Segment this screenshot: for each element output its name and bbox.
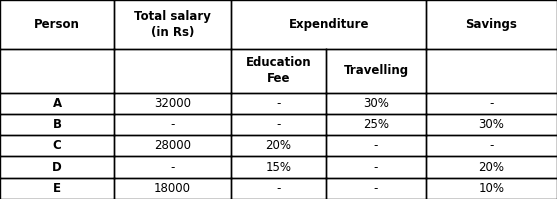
Text: Total salary
(in Rs): Total salary (in Rs) <box>134 10 211 39</box>
Text: 30%: 30% <box>478 118 505 131</box>
Text: C: C <box>53 139 61 152</box>
Text: E: E <box>53 182 61 195</box>
Text: -: - <box>374 139 378 152</box>
Text: Savings: Savings <box>466 18 517 31</box>
Text: A: A <box>52 97 62 110</box>
Text: -: - <box>276 97 281 110</box>
Text: -: - <box>170 118 175 131</box>
Text: 32000: 32000 <box>154 97 191 110</box>
Text: Education
Fee: Education Fee <box>246 56 311 85</box>
Text: 28000: 28000 <box>154 139 191 152</box>
Text: 20%: 20% <box>478 161 505 174</box>
Text: -: - <box>374 182 378 195</box>
Text: 10%: 10% <box>478 182 505 195</box>
Text: 15%: 15% <box>266 161 291 174</box>
Text: 25%: 25% <box>363 118 389 131</box>
Text: D: D <box>52 161 62 174</box>
Text: -: - <box>276 182 281 195</box>
Text: -: - <box>490 97 494 110</box>
Text: B: B <box>52 118 62 131</box>
Text: -: - <box>490 139 494 152</box>
Text: 20%: 20% <box>266 139 291 152</box>
Text: Travelling: Travelling <box>344 64 408 77</box>
Text: 30%: 30% <box>363 97 389 110</box>
Text: -: - <box>374 161 378 174</box>
Text: Person: Person <box>34 18 80 31</box>
Text: Expenditure: Expenditure <box>289 18 369 31</box>
Text: 18000: 18000 <box>154 182 191 195</box>
Text: -: - <box>276 118 281 131</box>
Text: -: - <box>170 161 175 174</box>
